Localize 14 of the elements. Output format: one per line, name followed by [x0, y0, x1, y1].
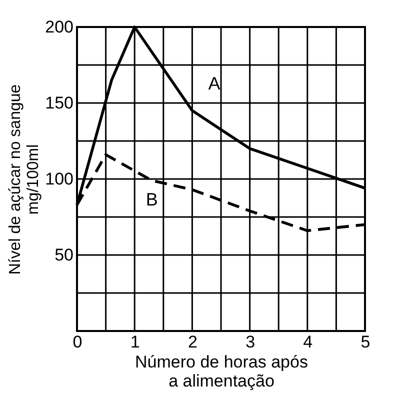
x-tick-label: 2 — [188, 332, 198, 352]
y-tick-label: 50 — [54, 246, 74, 264]
x-tick-label: 0 — [72, 332, 82, 352]
y-tick-label: 100 — [45, 170, 74, 188]
series-label: B — [146, 190, 158, 210]
y-tick-label: 200 — [45, 18, 74, 36]
x-tick-label: 3 — [246, 332, 256, 352]
x-axis-title: Número de horas após a alimentação — [135, 352, 308, 390]
series-label: A — [208, 74, 220, 94]
x-tick-label: 4 — [303, 332, 313, 352]
y-axis-title: Nível de açúcar no sangue mg/100ml — [7, 84, 42, 275]
x-tick-label: 5 — [360, 332, 370, 352]
y-tick-label: 150 — [45, 94, 74, 112]
x-tick-label: 1 — [130, 332, 140, 352]
